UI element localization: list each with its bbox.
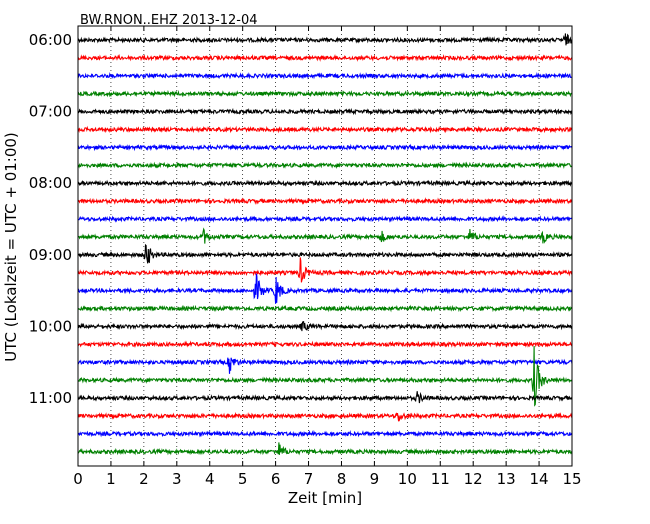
- trace-07:00: [77, 107, 573, 116]
- x-tick-label: 13: [497, 470, 516, 488]
- x-ticks: 0 1 2 3 4 5 6 7 8 9 10 11 12 13 14 15: [73, 26, 582, 488]
- x-tick-label: 8: [337, 470, 347, 488]
- x-tick-label: 5: [238, 470, 248, 488]
- y-tick-label: 09:00: [29, 246, 72, 264]
- y-tick-label: 10:00: [29, 317, 72, 335]
- x-tick-label: 12: [464, 470, 483, 488]
- plot-frame: [77, 25, 573, 467]
- trace-10:45: [77, 345, 573, 407]
- trace-11:45: [77, 442, 573, 456]
- trace-06:30: [77, 71, 573, 80]
- x-tick-label: 15: [562, 470, 581, 488]
- trace-07:30: [77, 143, 573, 152]
- x-tick-label: 1: [106, 470, 116, 488]
- x-tick-label: 7: [304, 470, 314, 488]
- trace-09:30: [77, 273, 573, 304]
- chart-title: BW.RNON..EHZ 2013-12-04: [80, 13, 258, 28]
- trace-08:45: [77, 227, 573, 244]
- trace-11:30: [77, 429, 573, 438]
- x-tick-label: 3: [172, 470, 182, 488]
- trace-09:15: [77, 257, 573, 283]
- trace-06:00: [77, 33, 573, 46]
- x-axis-label: Zeit [min]: [288, 489, 362, 507]
- trace-10:30: [77, 357, 573, 374]
- trace-06:45: [77, 89, 573, 98]
- trace-08:15: [77, 197, 573, 205]
- trace-06:15: [77, 53, 573, 62]
- trace-10:00: [77, 321, 573, 332]
- x-tick-label: 0: [73, 470, 83, 488]
- y-ticks: 06:00 07:00 08:00 09:00 10:00 11:00: [29, 31, 572, 407]
- x-tick-label: 6: [271, 470, 281, 488]
- trace-08:30: [77, 215, 573, 223]
- trace-11:00: [77, 391, 573, 404]
- x-tick-label: 11: [431, 470, 450, 488]
- trace-11:15: [77, 411, 573, 422]
- trace-08:00: [77, 179, 573, 187]
- y-tick-label: 07:00: [29, 103, 72, 121]
- trace-09:00: [77, 243, 573, 264]
- x-tick-label: 10: [398, 470, 417, 488]
- trace-10:15: [77, 340, 573, 349]
- y-axis-label: UTC (Lokalzeit = UTC + 01:00): [2, 132, 20, 362]
- x-tick-label: 2: [139, 470, 149, 488]
- x-tick-label: 4: [205, 470, 215, 488]
- trace-07:45: [77, 161, 573, 170]
- y-tick-label: 06:00: [29, 31, 72, 49]
- trace-07:15: [77, 125, 573, 134]
- y-tick-label: 11:00: [29, 389, 72, 407]
- traces: [77, 33, 573, 456]
- y-tick-label: 08:00: [29, 174, 72, 192]
- trace-09:45: [77, 304, 573, 313]
- grid: [110, 26, 540, 466]
- x-tick-label: 14: [530, 470, 549, 488]
- x-tick-label: 9: [370, 470, 380, 488]
